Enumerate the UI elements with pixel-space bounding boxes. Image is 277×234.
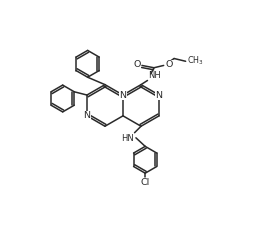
Text: CH$_3$: CH$_3$ bbox=[187, 55, 203, 67]
Text: N: N bbox=[156, 91, 163, 99]
Text: HN: HN bbox=[121, 134, 134, 143]
Text: Cl: Cl bbox=[140, 178, 150, 187]
Text: NH: NH bbox=[148, 71, 161, 80]
Text: N: N bbox=[119, 91, 127, 99]
Text: O: O bbox=[133, 60, 140, 69]
Text: O: O bbox=[165, 60, 173, 69]
Text: N: N bbox=[83, 111, 91, 120]
